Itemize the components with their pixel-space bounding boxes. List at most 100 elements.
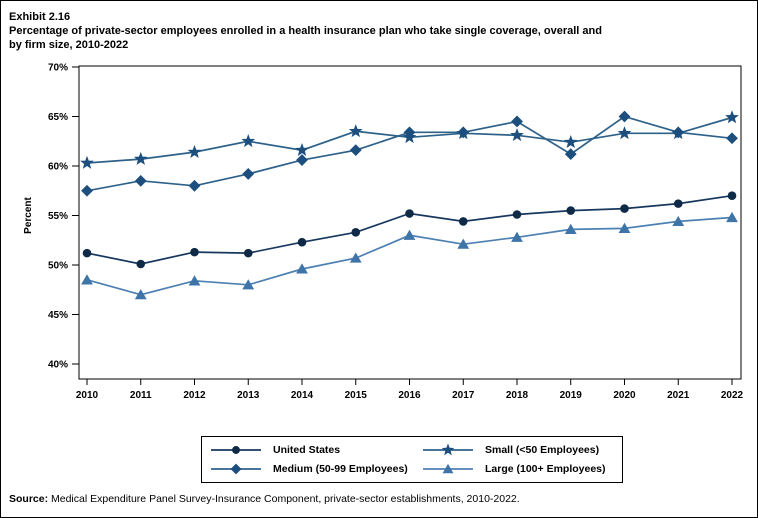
data-point bbox=[727, 191, 737, 200]
chart-title-line-1: Percentage of private-sector employees e… bbox=[9, 25, 602, 37]
series-small-50-employees bbox=[80, 110, 739, 169]
data-point bbox=[187, 144, 202, 158]
data-point bbox=[672, 215, 685, 227]
data-point bbox=[458, 217, 468, 226]
data-point bbox=[82, 248, 92, 258]
x-tick-label: 2014 bbox=[291, 390, 314, 401]
data-point bbox=[726, 211, 738, 223]
data-point bbox=[296, 154, 308, 166]
series-united-states bbox=[82, 191, 737, 269]
data-point bbox=[563, 135, 578, 149]
legend-item-small-50-employees: Small (<50 Employees) bbox=[422, 442, 614, 458]
data-point bbox=[297, 237, 307, 247]
data-point bbox=[81, 274, 93, 285]
x-tick-label: 2013 bbox=[237, 390, 260, 401]
x-tick-label: 2010 bbox=[76, 390, 99, 401]
plot-area-border bbox=[78, 65, 742, 380]
legend-item-medium-50-99-employees: Medium (50-99 Employees) bbox=[210, 461, 422, 477]
source-note: Source: Medical Expenditure Panel Survey… bbox=[9, 493, 757, 505]
data-point bbox=[402, 130, 417, 144]
data-point bbox=[296, 263, 308, 274]
x-tick-label: 2016 bbox=[398, 390, 421, 401]
data-point bbox=[566, 206, 576, 215]
data-point bbox=[564, 223, 577, 234]
legend-label: Large (100+ Employees) bbox=[485, 463, 606, 475]
data-point bbox=[511, 231, 523, 242]
data-point bbox=[351, 228, 361, 237]
data-point bbox=[618, 222, 631, 233]
series-line bbox=[86, 216, 733, 296]
data-point bbox=[188, 179, 201, 192]
legend-label: Medium (50-99 Employees) bbox=[273, 463, 408, 475]
data-point bbox=[243, 248, 253, 258]
data-point bbox=[81, 184, 93, 197]
y-tick-label: 60% bbox=[48, 162, 68, 173]
y-tick-label: 45% bbox=[48, 310, 68, 321]
data-point bbox=[673, 199, 683, 208]
source-label: Source: bbox=[9, 493, 49, 505]
chart-title: Percentage of private-sector employees e… bbox=[9, 24, 749, 52]
x-tick-label: 2017 bbox=[452, 390, 475, 401]
data-point bbox=[617, 126, 632, 140]
series-large-100-employees bbox=[81, 211, 738, 300]
data-point bbox=[405, 209, 414, 218]
data-point bbox=[80, 155, 94, 169]
legend-triangle-icon bbox=[423, 463, 473, 474]
data-point bbox=[136, 259, 146, 269]
y-tick-label: 65% bbox=[48, 112, 68, 123]
y-tick-label: 70% bbox=[48, 63, 68, 74]
line-chart: 70% 65% 60% 55% 50% 45% 40% Percent 2010 2011 2012… bbox=[23, 63, 744, 402]
data-point bbox=[242, 279, 255, 290]
x-tick-label: 2022 bbox=[721, 390, 744, 401]
legend-star-icon bbox=[423, 443, 473, 456]
data-point bbox=[134, 289, 147, 300]
y-tick-label: 50% bbox=[48, 261, 68, 272]
chart-header: Exhibit 2.16 Percentage of private-secto… bbox=[1, 1, 757, 52]
y-tick-label: 55% bbox=[48, 211, 68, 222]
data-point bbox=[190, 247, 199, 257]
data-point bbox=[618, 110, 631, 123]
data-point bbox=[295, 142, 309, 156]
data-point bbox=[457, 238, 470, 249]
chart-title-line-2: by firm size, 2010-2022 bbox=[9, 39, 129, 51]
data-point bbox=[456, 126, 471, 140]
data-point bbox=[232, 446, 240, 454]
data-point bbox=[511, 115, 523, 128]
x-tick-label: 2012 bbox=[183, 390, 206, 401]
data-point bbox=[441, 443, 455, 456]
data-point bbox=[671, 126, 686, 140]
x-tick-label: 2018 bbox=[506, 390, 529, 401]
data-point bbox=[133, 151, 148, 165]
x-tick-label: 2011 bbox=[130, 390, 152, 401]
legend: United States Small (<50 Employees) Medium… bbox=[201, 436, 623, 483]
legend-label: Small (<50 Employees) bbox=[485, 444, 600, 456]
x-tick-label: 2020 bbox=[613, 390, 636, 401]
legend-diamond-icon bbox=[211, 463, 261, 475]
source-text: Medical Expenditure Panel Survey-Insuran… bbox=[48, 493, 520, 505]
x-tick-label: 2021 bbox=[667, 390, 690, 401]
data-point bbox=[188, 275, 201, 286]
legend-circle-icon bbox=[211, 446, 261, 454]
x-tick-label: 2015 bbox=[345, 390, 368, 401]
data-point bbox=[348, 124, 363, 138]
data-point bbox=[134, 174, 147, 187]
legend-label: United States bbox=[273, 444, 341, 456]
data-point bbox=[725, 110, 739, 124]
data-point bbox=[510, 128, 524, 142]
legend-item-large-100-employees: Large (100+ Employees) bbox=[422, 461, 614, 477]
data-point bbox=[241, 134, 256, 148]
data-point bbox=[349, 144, 362, 157]
data-point bbox=[230, 463, 242, 475]
y-tick-label: 40% bbox=[48, 360, 68, 371]
data-point bbox=[242, 168, 255, 180]
data-point bbox=[620, 204, 629, 213]
y-axis-title: Percent bbox=[23, 196, 34, 233]
data-point bbox=[564, 148, 577, 161]
legend-item-united-states: United States bbox=[210, 442, 422, 458]
data-point bbox=[512, 210, 522, 219]
exhibit-number: Exhibit 2.16 bbox=[9, 11, 71, 23]
data-point bbox=[442, 463, 454, 474]
data-point bbox=[726, 132, 738, 145]
data-point bbox=[349, 252, 362, 263]
